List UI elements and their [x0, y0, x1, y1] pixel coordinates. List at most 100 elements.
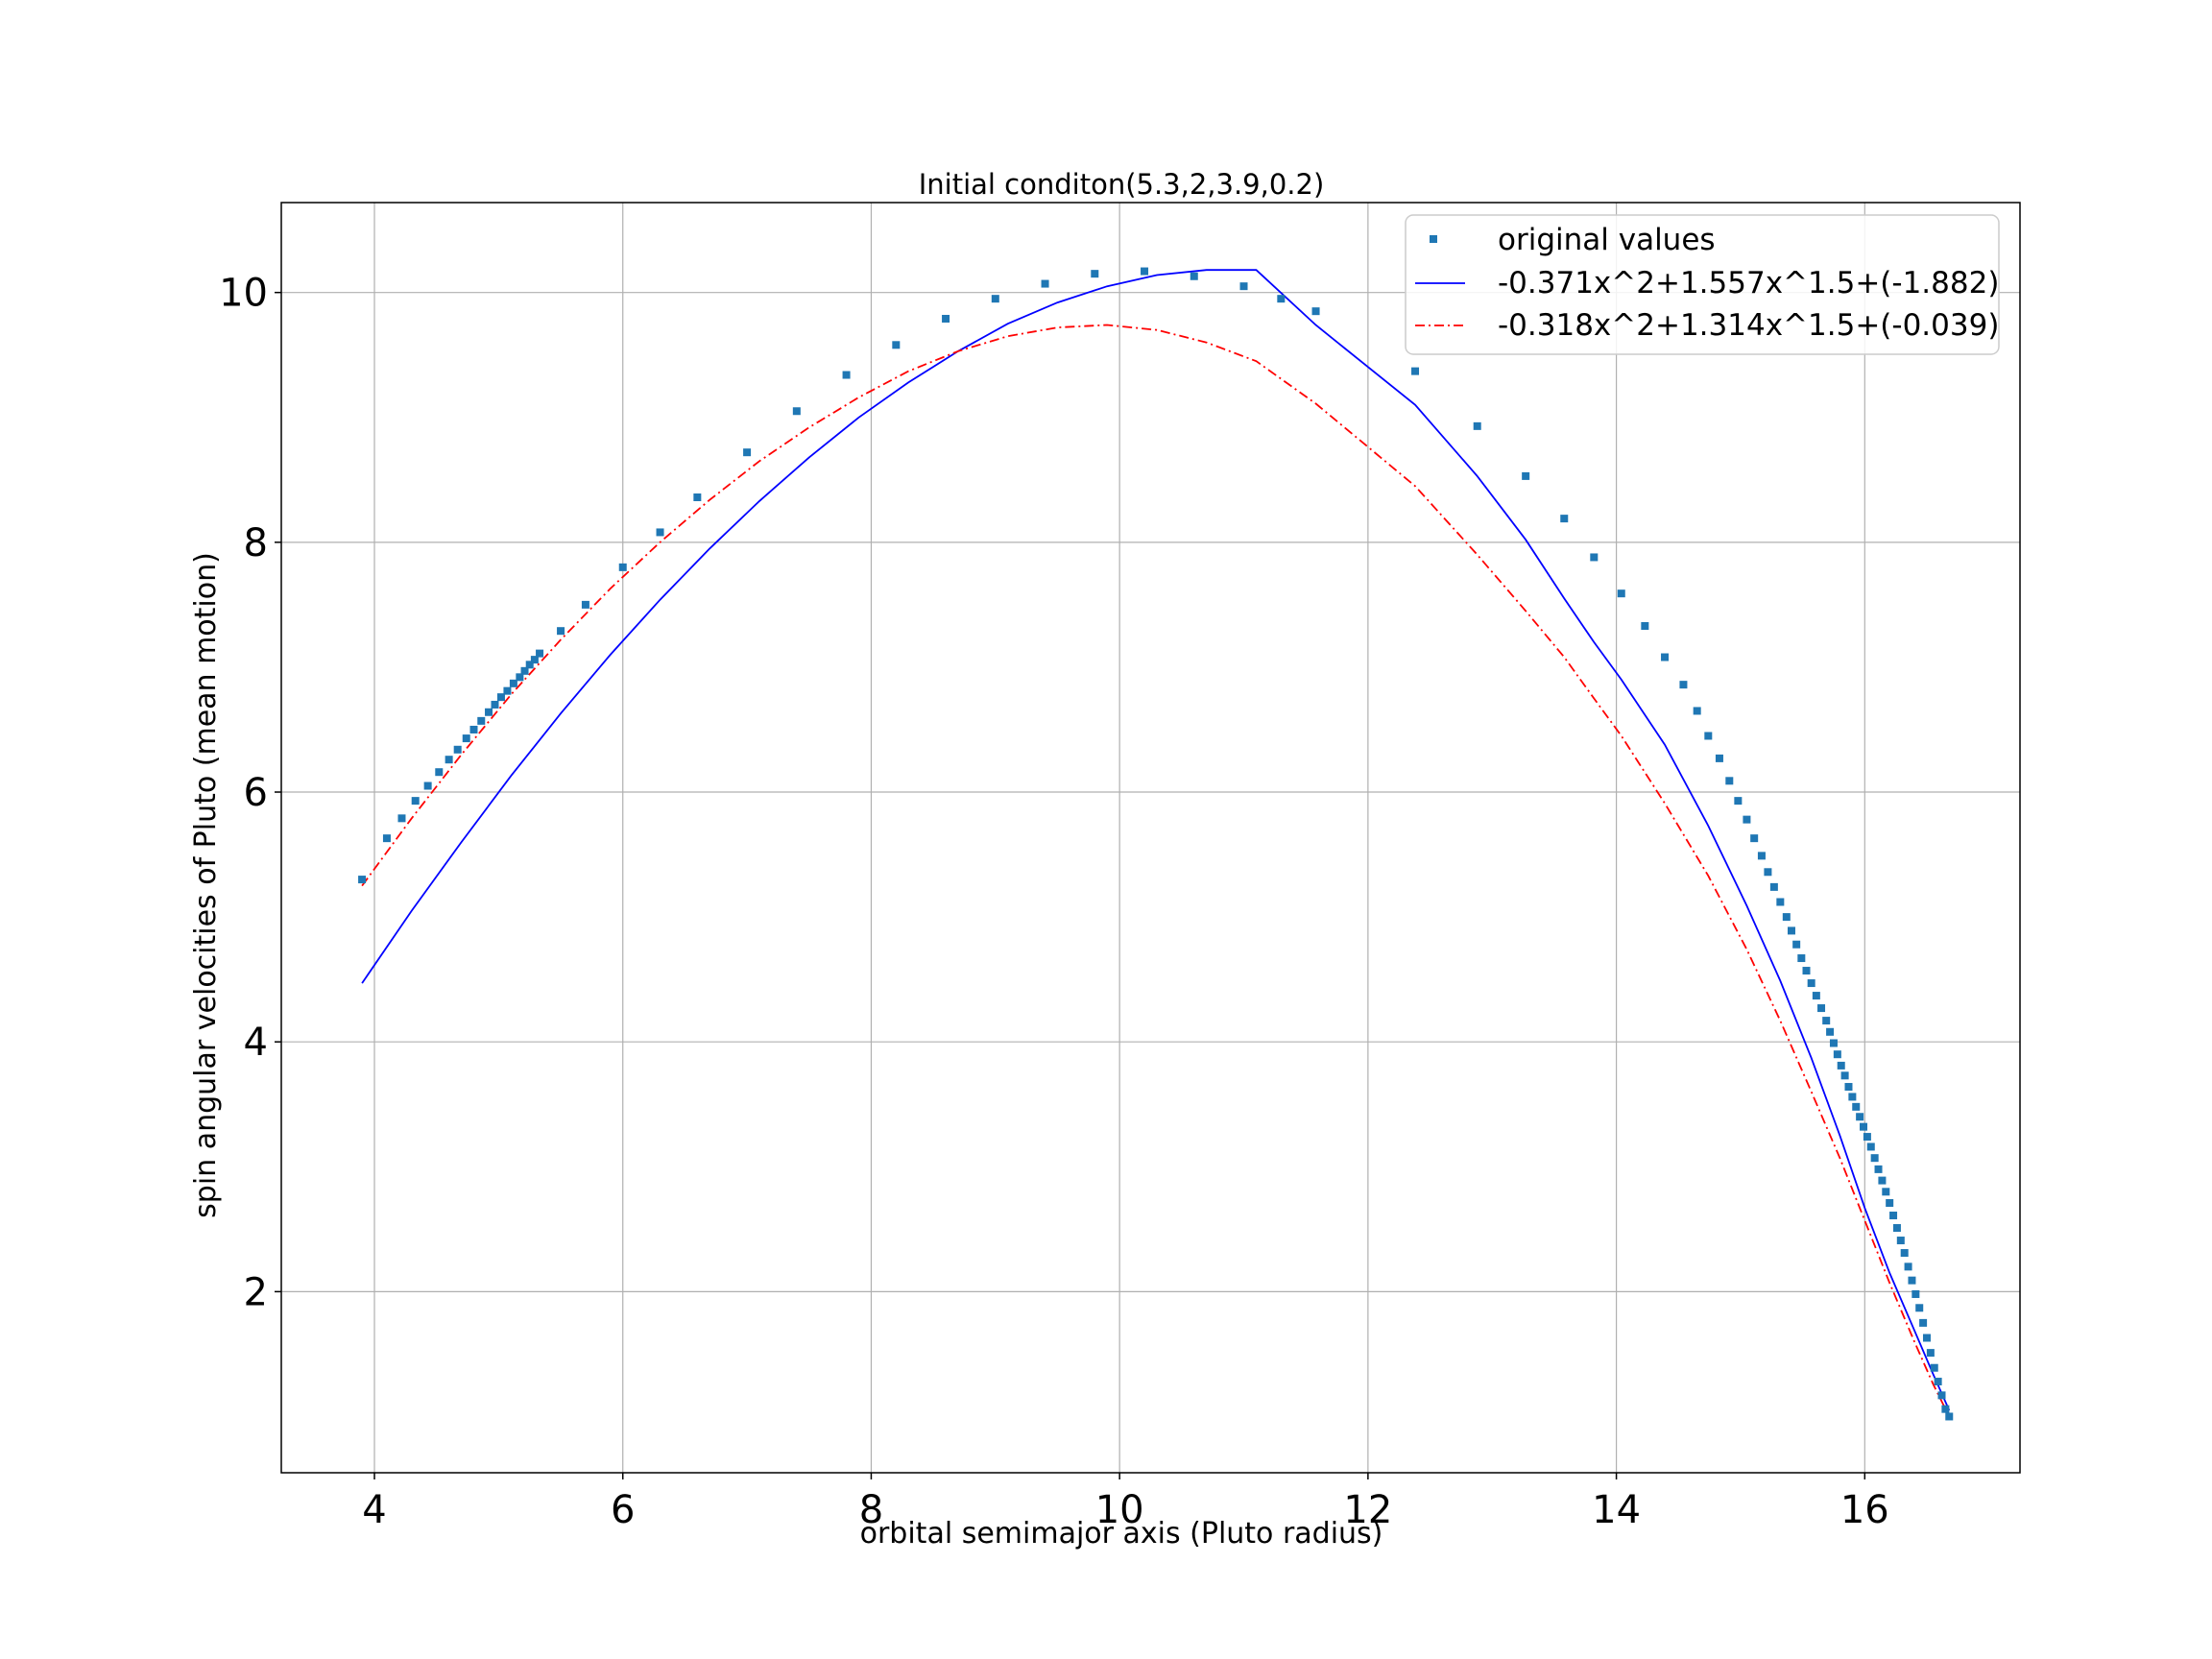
data-point [1856, 1113, 1864, 1121]
data-point [503, 686, 512, 695]
data-point [423, 781, 432, 790]
data-point [469, 725, 478, 733]
data-point [557, 627, 565, 636]
data-point [1908, 1276, 1916, 1285]
data-point [491, 700, 499, 709]
data-point [1522, 471, 1530, 480]
data-point [485, 708, 493, 716]
data-point [516, 673, 524, 682]
data-point [1641, 622, 1649, 630]
data-point [991, 295, 999, 303]
legend-label-red-fit: -0.318x^2+1.314x^1.5+(-0.039) [1498, 308, 1999, 343]
tick-marks: 4 6 8 10 12 14 16 2 4 6 8 10 [219, 272, 1889, 1532]
data-point [445, 756, 453, 764]
data-point [1941, 1405, 1950, 1413]
data-point [1091, 270, 1099, 278]
x-tick-label: 14 [1592, 1488, 1641, 1532]
data-point [1926, 1349, 1935, 1358]
data-point [1764, 868, 1772, 877]
data-point [1848, 1093, 1857, 1101]
data-point [1896, 1237, 1905, 1245]
data-point [397, 814, 406, 823]
data-point [1840, 1071, 1849, 1080]
data-point [1863, 1133, 1871, 1142]
data-point [1829, 1039, 1838, 1047]
data-point [1792, 940, 1801, 949]
y-tick-label: 8 [244, 521, 268, 565]
series-line-2 [361, 324, 1951, 1417]
data-point [411, 797, 420, 805]
y-axis-title: spin angular velocities of Pluto (mean m… [189, 552, 223, 1218]
y-tick-label: 6 [244, 771, 268, 815]
data-point [509, 679, 517, 687]
data-point [892, 341, 901, 349]
chart-title: Initial conditon(5.3,2,3.9,0.2) [919, 168, 1325, 201]
data-point [1878, 1176, 1887, 1185]
legend-marker-original-values [1430, 235, 1437, 243]
axes-frame [280, 202, 2021, 1474]
legend: original values -0.371x^2+1.557x^1.5+(-1… [1405, 214, 2000, 355]
data-point [530, 656, 539, 664]
data-point [1190, 272, 1198, 280]
data-point [1915, 1304, 1924, 1312]
data-point [1882, 1188, 1890, 1196]
data-point [1704, 732, 1713, 740]
data-point [1797, 954, 1806, 963]
data-point [1889, 1212, 1898, 1220]
data-point [1866, 1142, 1875, 1151]
data-point [520, 666, 529, 675]
data-point [1852, 1102, 1861, 1111]
data-point [1725, 777, 1734, 785]
data-point [1715, 754, 1723, 762]
data-point [1874, 1165, 1883, 1173]
x-tick-label: 10 [1095, 1488, 1144, 1532]
series-layer [358, 267, 1954, 1421]
data-point [1411, 367, 1420, 375]
data-point [453, 745, 462, 754]
data-point [1844, 1083, 1853, 1092]
data-point [358, 876, 367, 884]
legend-label-blue-fit: -0.371x^2+1.557x^1.5+(-1.882) [1498, 266, 1999, 301]
data-point [1239, 282, 1248, 291]
data-point [1833, 1050, 1841, 1059]
data-point [1826, 1027, 1835, 1036]
data-point [1473, 421, 1481, 430]
data-point [382, 834, 391, 843]
data-point [1934, 1378, 1942, 1386]
data-point [693, 493, 702, 502]
data-point [1277, 295, 1286, 303]
data-point [618, 563, 627, 571]
data-point [1892, 1224, 1901, 1233]
data-point [1590, 553, 1599, 562]
legend-label-original-values: original values [1498, 223, 1716, 257]
x-tick-label: 4 [362, 1488, 386, 1532]
data-point [1750, 834, 1759, 843]
data-point [1743, 815, 1751, 824]
data-point [842, 371, 851, 379]
data-point [1769, 882, 1778, 891]
plot-area: 4 6 8 10 12 14 16 2 4 6 8 10 [219, 202, 2021, 1532]
data-point [792, 407, 801, 416]
data-point [1661, 653, 1670, 661]
data-point [1930, 1363, 1938, 1372]
data-point [496, 693, 505, 702]
data-point [1904, 1262, 1912, 1271]
data-point [1860, 1122, 1868, 1131]
x-tick-label: 16 [1840, 1488, 1889, 1532]
legend-box [1405, 214, 2000, 355]
y-tick-label: 4 [244, 1021, 268, 1065]
data-point [1617, 589, 1625, 598]
data-point [1937, 1391, 1946, 1400]
data-point [1787, 926, 1795, 935]
data-point [1757, 852, 1766, 860]
data-point [1311, 307, 1320, 316]
data-point [1911, 1289, 1920, 1298]
data-point [1822, 1017, 1831, 1025]
data-point [1141, 267, 1149, 276]
data-point [581, 600, 589, 609]
data-point [1693, 707, 1701, 715]
data-point [1922, 1334, 1931, 1342]
x-tick-label: 6 [611, 1488, 635, 1532]
data-point [1837, 1061, 1845, 1070]
